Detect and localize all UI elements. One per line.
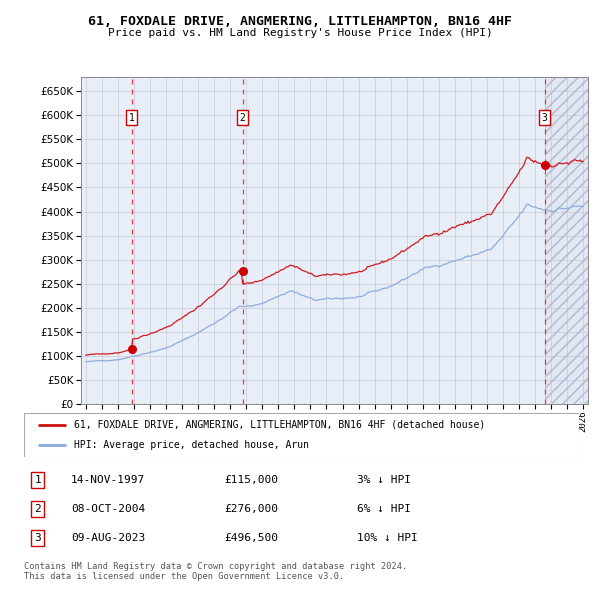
Text: Price paid vs. HM Land Registry's House Price Index (HPI): Price paid vs. HM Land Registry's House … (107, 28, 493, 38)
FancyBboxPatch shape (24, 413, 579, 457)
Text: 09-AUG-2023: 09-AUG-2023 (71, 533, 145, 543)
Text: 61, FOXDALE DRIVE, ANGMERING, LITTLEHAMPTON, BN16 4HF: 61, FOXDALE DRIVE, ANGMERING, LITTLEHAMP… (88, 15, 512, 28)
Text: 1: 1 (35, 475, 41, 484)
Text: HPI: Average price, detached house, Arun: HPI: Average price, detached house, Arun (74, 440, 309, 450)
Bar (545, 77, 599, 404)
Text: 3% ↓ HPI: 3% ↓ HPI (357, 475, 411, 484)
Text: 1: 1 (129, 113, 135, 123)
Text: 14-NOV-1997: 14-NOV-1997 (71, 475, 145, 484)
Text: 10% ↓ HPI: 10% ↓ HPI (357, 533, 418, 543)
Text: 3: 3 (542, 113, 548, 123)
Text: 3: 3 (35, 533, 41, 543)
Text: Contains HM Land Registry data © Crown copyright and database right 2024.
This d: Contains HM Land Registry data © Crown c… (24, 562, 407, 581)
Bar (545, 77, 599, 404)
Text: 2: 2 (35, 504, 41, 514)
Text: 08-OCT-2004: 08-OCT-2004 (71, 504, 145, 514)
Text: 2: 2 (239, 113, 245, 123)
Text: 61, FOXDALE DRIVE, ANGMERING, LITTLEHAMPTON, BN16 4HF (detached house): 61, FOXDALE DRIVE, ANGMERING, LITTLEHAMP… (74, 420, 485, 430)
Text: 6% ↓ HPI: 6% ↓ HPI (357, 504, 411, 514)
Text: £276,000: £276,000 (224, 504, 278, 514)
Text: £115,000: £115,000 (224, 475, 278, 484)
Text: £496,500: £496,500 (224, 533, 278, 543)
